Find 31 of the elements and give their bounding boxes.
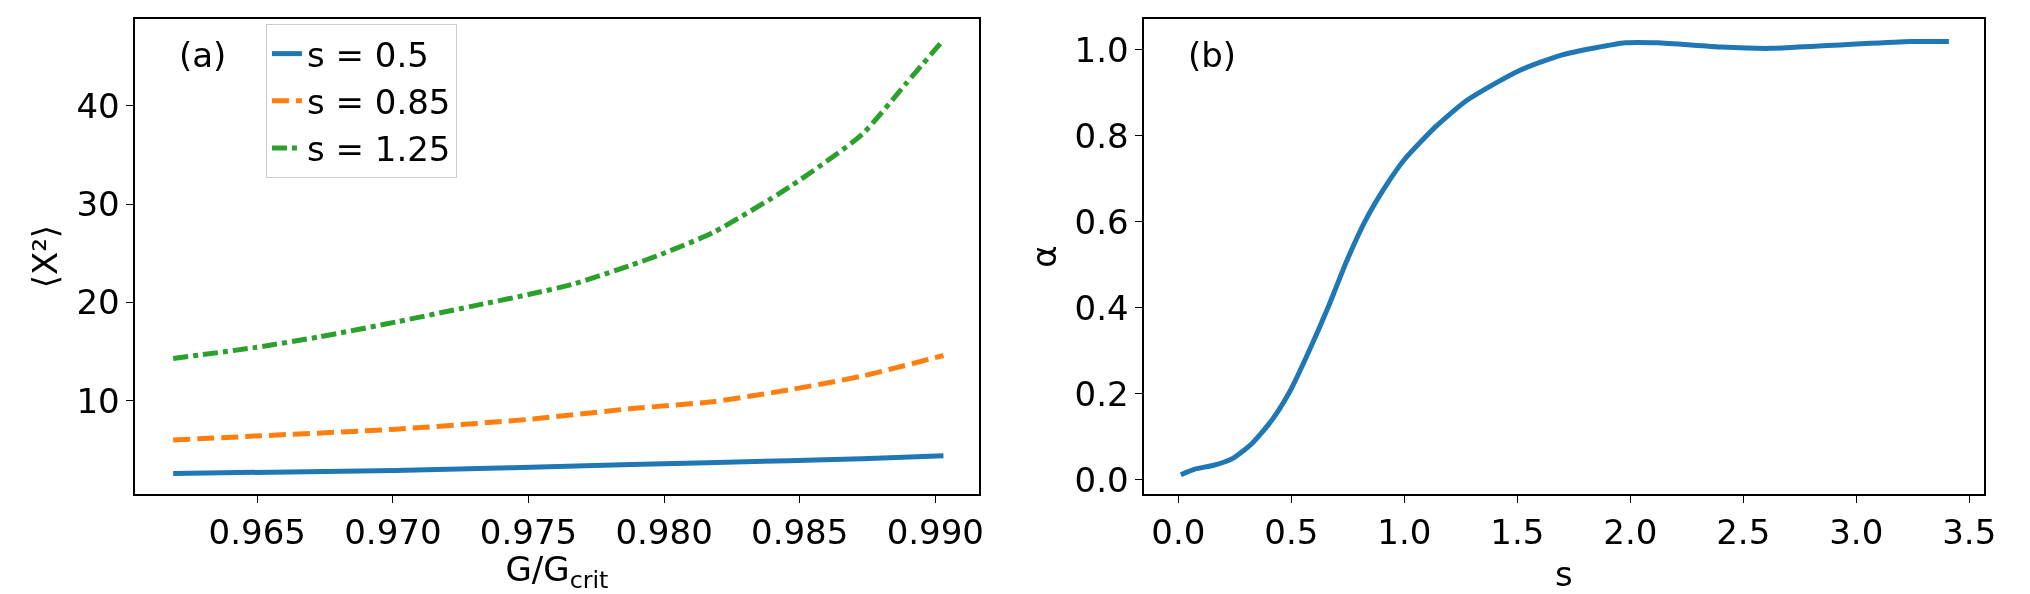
x-tick-label: 1.0	[1377, 512, 1432, 553]
legend-label: s = 1.25	[306, 129, 451, 170]
x-tick-label: 0.5	[1264, 512, 1319, 553]
annotation: (b)	[1188, 35, 1237, 75]
x-tick-label: 0.980	[615, 512, 713, 553]
y-tick-label: 0.4	[1074, 287, 1129, 328]
legend-label: s = 0.85	[306, 82, 451, 123]
x-tick-label: 0.965	[208, 512, 306, 553]
y-tick-label: 30	[76, 183, 120, 224]
y-axis-title: α	[1023, 245, 1064, 268]
y-tick-label: 1.0	[1074, 29, 1129, 70]
y-tick-label: 0.0	[1074, 459, 1129, 500]
y-axis-title: ⟨X²⟩	[25, 224, 66, 289]
x-tick-label: 0.0	[1151, 512, 1206, 553]
x-tick-label: 3.0	[1829, 512, 1884, 553]
y-tick-label: 40	[76, 85, 120, 126]
y-tick-label: 0.6	[1074, 201, 1129, 242]
legend-label: s = 0.5	[306, 34, 429, 75]
x-tick-label: 2.0	[1603, 512, 1658, 553]
x-tick-label: 0.990	[886, 512, 985, 553]
y-tick-label: 0.2	[1074, 373, 1129, 414]
x-axis-title: s	[1555, 554, 1573, 594]
x-tick-label: 0.970	[344, 512, 442, 553]
x-tick-label: 1.5	[1490, 512, 1545, 553]
y-tick-label: 10	[76, 380, 120, 421]
y-tick-label: 0.8	[1074, 115, 1129, 156]
annotation: (a)	[179, 35, 227, 75]
x-tick-label: 0.985	[751, 512, 849, 553]
x-tick-label: 3.5	[1942, 512, 1997, 553]
x-tick-label: 2.5	[1716, 512, 1771, 553]
y-tick-label: 20	[76, 282, 120, 323]
